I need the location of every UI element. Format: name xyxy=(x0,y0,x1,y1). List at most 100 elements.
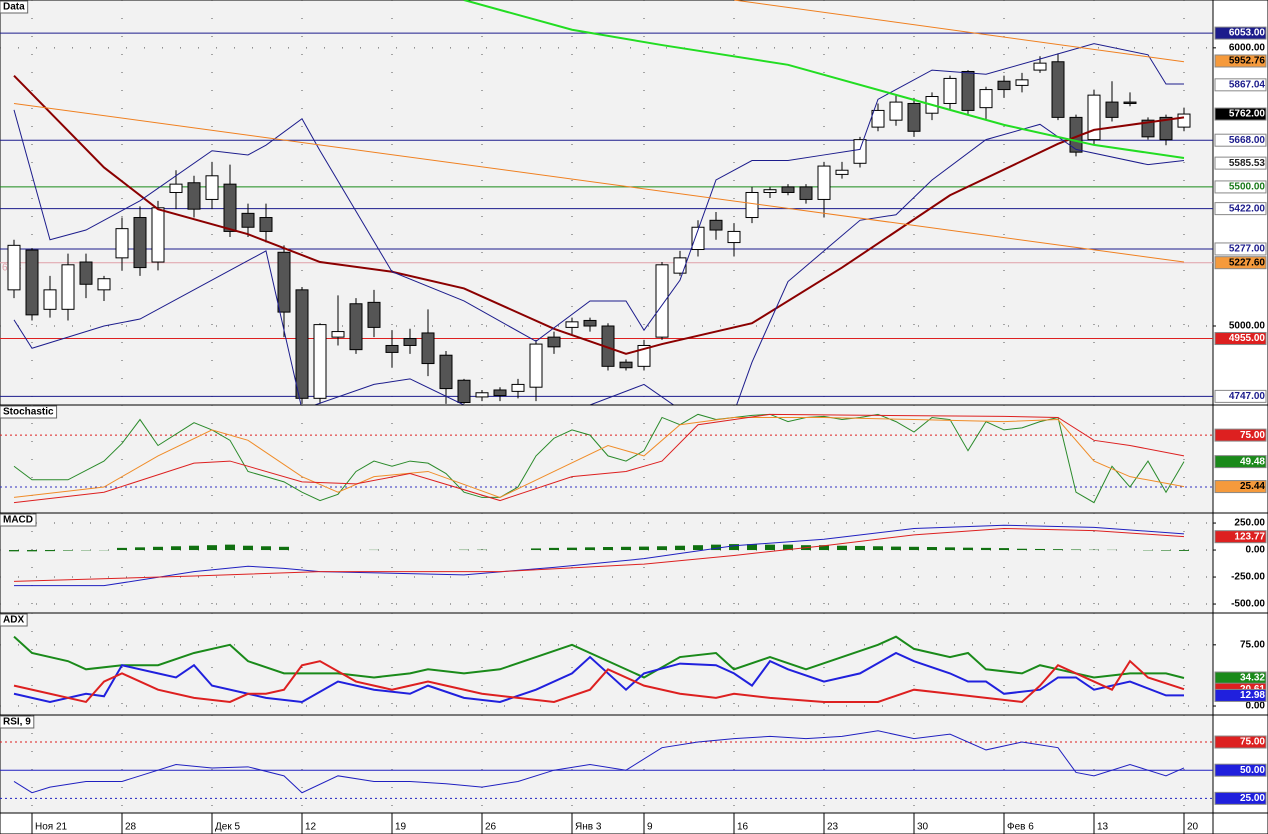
price-tag-label: 5952.76 xyxy=(1229,56,1266,67)
candle-body xyxy=(583,319,597,327)
candle-body xyxy=(331,331,345,338)
candle-body xyxy=(565,321,579,328)
candle-body xyxy=(853,139,867,164)
price-tag xyxy=(1214,791,1267,805)
candle-body xyxy=(673,257,687,274)
y-tick-label: 250.00 xyxy=(1234,518,1265,529)
price-tag-label: 123.77 xyxy=(1234,531,1265,542)
panel-title: RSI, 9 xyxy=(3,717,31,728)
price-tag-label: 5277.00 xyxy=(1229,244,1266,255)
candle-body xyxy=(1033,62,1047,71)
histogram-bar xyxy=(243,545,253,551)
series-line xyxy=(13,43,1184,342)
histogram-bar xyxy=(45,550,55,552)
price-tag xyxy=(1214,156,1267,170)
histogram-bar xyxy=(639,546,649,551)
panel-title: Stochastic xyxy=(3,407,54,418)
histogram-bar xyxy=(819,545,829,551)
price-tag xyxy=(1214,54,1267,68)
histogram-bar xyxy=(729,544,739,551)
candle-body xyxy=(277,251,291,313)
price-tag-label: 25.44 xyxy=(1240,481,1265,492)
histogram-bar xyxy=(963,547,973,551)
candle-body xyxy=(619,361,633,369)
series-line xyxy=(13,123,1185,405)
candle-body xyxy=(151,207,165,263)
series-line xyxy=(13,659,1185,704)
histogram-bar xyxy=(909,546,919,551)
candle-body xyxy=(403,338,417,346)
price-tag xyxy=(1214,107,1267,121)
histogram-bar xyxy=(765,544,775,551)
x-tick-label: 30 xyxy=(917,822,929,833)
histogram-bar xyxy=(945,547,955,551)
panel-title-bg xyxy=(0,0,29,14)
panel-title: ADX xyxy=(3,615,24,626)
histogram-bar xyxy=(873,546,883,551)
candle-body xyxy=(1051,61,1065,118)
candle-body xyxy=(43,289,57,310)
price-tag-label: 5762.00 xyxy=(1229,109,1266,120)
histogram-bar xyxy=(837,545,847,551)
candle-body xyxy=(943,77,957,104)
candle-body xyxy=(799,186,813,200)
panel-title: MACD xyxy=(3,515,33,526)
axis-bg xyxy=(1212,512,1268,614)
histogram-bar xyxy=(549,547,559,551)
x-tick-label: 19 xyxy=(395,822,407,833)
x-tick-label: 13 xyxy=(1097,822,1109,833)
x-tick-label: 26 xyxy=(485,822,497,833)
price-tag xyxy=(1214,242,1267,256)
histogram-bar xyxy=(783,544,793,551)
x-tick-label: Фев 6 xyxy=(1007,822,1034,833)
y-tick-label: 75.00 xyxy=(1240,639,1265,650)
candle-body xyxy=(25,249,39,316)
series-line xyxy=(13,102,1185,263)
price-tag xyxy=(1214,763,1267,777)
candle-body xyxy=(241,212,255,228)
candle-body xyxy=(79,261,93,285)
panel-bg xyxy=(0,404,1214,514)
candle-body xyxy=(493,389,507,397)
candle-body xyxy=(1123,101,1137,104)
candle-body xyxy=(655,264,669,338)
candle-body xyxy=(889,101,903,121)
price-tag-label: 5585.53 xyxy=(1229,158,1266,169)
price-tag xyxy=(1214,480,1267,494)
price-tag-label: 25.00 xyxy=(1240,793,1265,804)
candle-body xyxy=(7,244,21,291)
price-tag-label: 75.00 xyxy=(1240,737,1265,748)
candle-body xyxy=(907,102,921,132)
histogram-bar xyxy=(135,547,145,551)
histogram-bar xyxy=(207,545,217,551)
candle-body xyxy=(1087,94,1101,141)
price-tag xyxy=(1214,735,1267,749)
histogram-bar xyxy=(63,550,73,551)
candle-body xyxy=(313,324,327,399)
candle-body xyxy=(961,70,975,111)
histogram-bar xyxy=(225,544,235,551)
price-tag xyxy=(1214,202,1267,216)
candle-body xyxy=(475,392,489,398)
panel-title-bg xyxy=(0,405,58,419)
candle-body xyxy=(295,289,309,399)
histogram-bar xyxy=(675,545,685,551)
candle-body xyxy=(223,183,237,232)
price-tag xyxy=(1214,688,1267,702)
candle-body xyxy=(709,219,723,231)
histogram-bar xyxy=(585,547,595,551)
candle-body xyxy=(1141,119,1155,138)
y-tick-label: 0.00 xyxy=(1246,545,1266,556)
panel-bg xyxy=(0,512,1214,614)
candle-body xyxy=(97,278,111,291)
panel-bg xyxy=(0,612,1214,716)
series-line xyxy=(13,635,1185,679)
histogram-bar xyxy=(1179,550,1189,551)
x-tick-label: 9 xyxy=(647,822,653,833)
price-tag-label: 4955.00 xyxy=(1229,333,1266,344)
histogram-bar xyxy=(927,547,937,551)
histogram-bar xyxy=(189,545,199,551)
candle-body xyxy=(1015,79,1029,86)
x-tick-label: 28 xyxy=(125,822,137,833)
